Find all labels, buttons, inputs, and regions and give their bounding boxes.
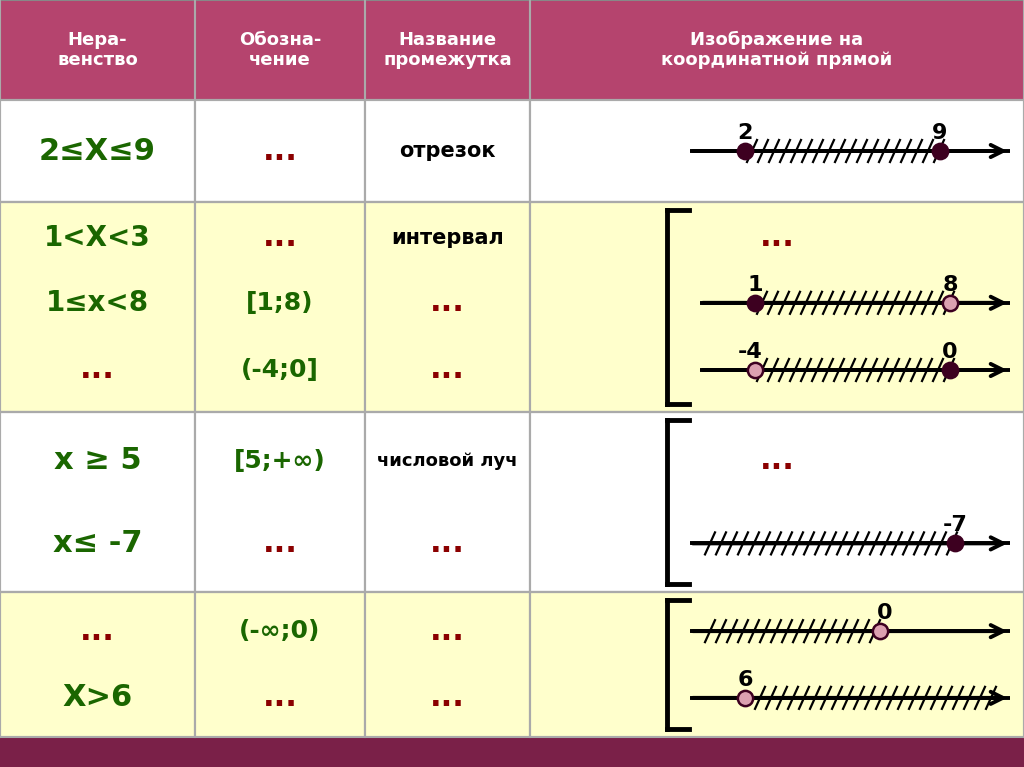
Text: 9: 9 [932, 123, 947, 143]
Text: ...: ... [430, 355, 465, 384]
Text: 2≤X≤9: 2≤X≤9 [39, 137, 156, 166]
Text: x ≥ 5: x ≥ 5 [53, 446, 141, 475]
Text: [5;+∞): [5;+∞) [234, 449, 326, 472]
Text: ...: ... [430, 683, 465, 713]
Bar [365, 412, 530, 592]
Bar [0, 412, 195, 592]
Bar [0, 202, 195, 412]
Text: 1≤x<8: 1≤x<8 [46, 289, 150, 317]
Text: 1: 1 [748, 275, 763, 295]
Bar [195, 412, 365, 592]
Bar [530, 412, 1024, 592]
Text: 1<X<3: 1<X<3 [44, 224, 151, 252]
Bar [0, 0, 195, 100]
Text: числовой луч: числовой луч [377, 452, 518, 469]
Text: 8: 8 [942, 275, 957, 295]
Text: (-4;0]: (-4;0] [241, 358, 318, 382]
Text: ...: ... [262, 683, 297, 713]
Text: интервал: интервал [391, 228, 504, 248]
Bar [365, 202, 530, 412]
Text: -4: -4 [737, 342, 763, 362]
Text: Обозна-
чение: Обозна- чение [239, 31, 322, 69]
Text: 0: 0 [878, 603, 893, 623]
Text: отрезок: отрезок [399, 141, 496, 161]
Bar [195, 100, 365, 202]
Bar [195, 0, 365, 100]
Text: 6: 6 [737, 670, 753, 690]
Bar [530, 100, 1024, 202]
Text: ...: ... [430, 529, 465, 558]
Bar [530, 202, 1024, 412]
Text: 0: 0 [942, 342, 957, 362]
Text: -7: -7 [942, 515, 968, 535]
Text: Изображение на
координатной прямой: Изображение на координатной прямой [662, 31, 893, 70]
Text: Нера-
венство: Нера- венство [57, 31, 138, 69]
Bar [195, 592, 365, 737]
Text: Название
промежутка: Название промежутка [383, 31, 512, 69]
Text: ...: ... [80, 355, 115, 384]
Text: ...: ... [760, 223, 795, 252]
Text: ...: ... [262, 529, 297, 558]
Text: ...: ... [80, 617, 115, 646]
Bar [0, 100, 195, 202]
Bar [0, 592, 195, 737]
Text: ...: ... [430, 288, 465, 318]
Bar [365, 100, 530, 202]
Text: ...: ... [262, 223, 297, 252]
Text: ...: ... [262, 137, 297, 166]
Text: X>6: X>6 [62, 683, 133, 713]
Bar [530, 592, 1024, 737]
Bar [365, 592, 530, 737]
Text: ...: ... [760, 446, 795, 475]
Text: ...: ... [430, 617, 465, 646]
Text: x≤ -7: x≤ -7 [53, 529, 142, 558]
Text: [1;8): [1;8) [246, 291, 313, 314]
Bar [530, 0, 1024, 100]
Bar [365, 0, 530, 100]
Text: 2: 2 [737, 123, 753, 143]
Bar [0, 737, 1024, 767]
Text: (-∞;0): (-∞;0) [240, 619, 321, 644]
Bar [195, 202, 365, 412]
